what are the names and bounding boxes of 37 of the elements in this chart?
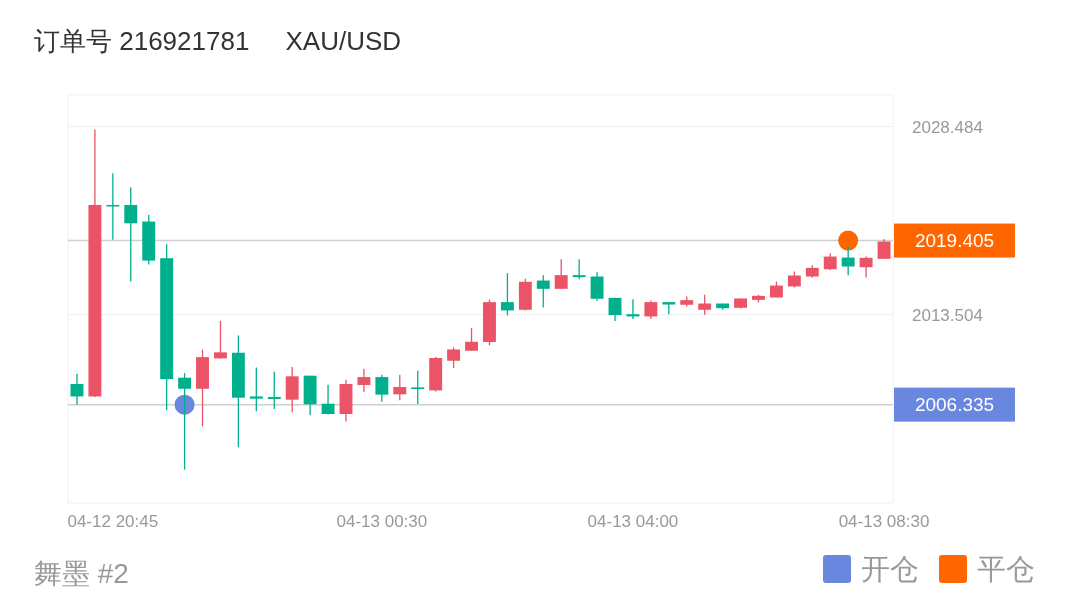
y-tick-label: 2013.504: [912, 305, 983, 325]
candlestick: [178, 372, 192, 471]
x-tick-label: 04-12 20:45: [67, 512, 159, 531]
ref-line-label: 2019.405: [914, 230, 995, 252]
text: 舞墨 #2: [34, 558, 129, 589]
candlestick: [626, 298, 640, 320]
candlestick: [249, 366, 263, 413]
legend-label: 开仓: [861, 553, 919, 586]
candlestick: [554, 258, 568, 290]
candlestick: [859, 255, 873, 279]
candlestick: [841, 245, 855, 276]
x-tick-label: 04-13 04:00: [587, 512, 679, 531]
legend-label: 平仓: [977, 553, 1035, 586]
candlestick: [698, 294, 712, 316]
candlestick: [465, 327, 478, 352]
candlestick: [447, 346, 461, 369]
ref-line-label: 2006.335: [914, 394, 995, 416]
y-tick-label: 2028.484: [912, 117, 983, 137]
candlestick: [500, 272, 514, 317]
candlestick: [124, 186, 138, 283]
candlestick: [536, 274, 550, 309]
candlestick: [572, 258, 586, 280]
candlestick: [267, 371, 281, 410]
candlestick: [321, 384, 335, 416]
candlestick: [375, 374, 389, 403]
chart-title: 订单号 216921781 XAU/USD: [34, 26, 402, 56]
candlestick: [877, 238, 891, 260]
candlestick: [644, 299, 658, 320]
x-tick-label: 04-13 08:30: [838, 512, 930, 531]
candlestick: [357, 368, 371, 393]
candlestick: [70, 373, 84, 406]
candlestick: [213, 320, 227, 360]
candlestick: [393, 374, 407, 401]
candlestick: [590, 271, 604, 302]
candlestick: [411, 370, 425, 405]
x-tick-label: 04-13 00:30: [336, 512, 428, 531]
candlestick: [285, 366, 299, 414]
